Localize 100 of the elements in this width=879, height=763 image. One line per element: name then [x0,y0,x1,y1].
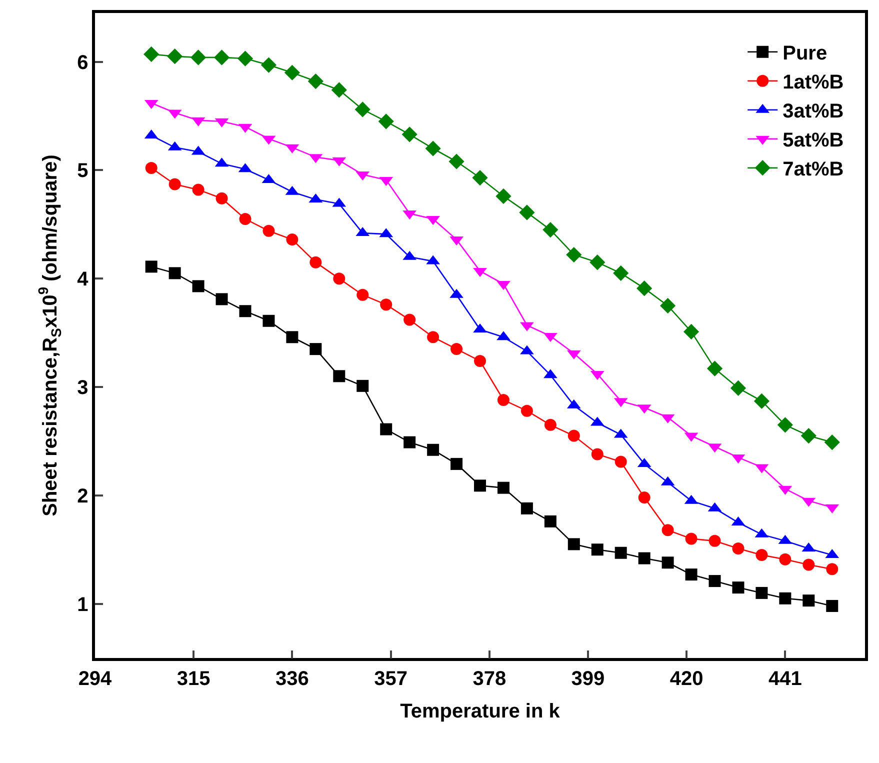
point [425,140,441,156]
point [826,600,838,612]
x-tick-label: 315 [176,668,210,690]
point [520,502,533,514]
x-tick-label: 294 [78,668,113,690]
point [660,298,676,314]
point [404,314,416,326]
point [474,480,486,492]
x-axis-title: Temperature in k [400,700,561,722]
point [732,542,744,555]
point [308,73,324,90]
x-tick-label: 378 [472,668,506,690]
x-tick-label: 357 [374,668,408,690]
legend-label: 7at%B [782,158,844,181]
y-tick-label: 4 [77,268,90,291]
legend-label: 1at%B [782,72,844,94]
y-tick-label: 3 [77,376,88,399]
point [497,482,510,494]
point [496,188,512,204]
point [497,394,510,406]
point [566,246,582,263]
point [777,417,793,433]
point [826,563,838,576]
point [310,256,322,268]
point [237,50,254,66]
y-tick-label: 5 [77,160,88,182]
point [356,288,369,301]
point [310,343,322,356]
point [568,430,580,442]
point [568,538,580,550]
point [216,293,228,306]
point [519,204,535,220]
point [614,456,627,468]
point [239,212,252,225]
point [448,154,464,170]
point [168,267,181,280]
point [800,428,816,444]
legend-label: 5at%B [782,130,844,152]
point [779,592,792,604]
point [613,265,629,281]
point [286,331,298,344]
point [638,492,650,504]
point [145,162,158,174]
point [591,448,604,460]
point [378,114,394,130]
point [474,354,486,367]
point [216,192,228,204]
point [284,64,300,80]
legend-label: Pure [782,42,828,65]
point [614,546,627,559]
point [167,48,183,64]
point [685,568,698,581]
point [262,314,275,327]
point [192,280,204,292]
point [333,370,346,382]
point [145,260,158,273]
point [380,298,392,311]
point [638,552,650,564]
point [662,524,674,536]
point [239,305,252,318]
point [542,222,558,238]
x-tick-label: 399 [571,668,605,690]
y-tick-label: 1 [77,594,88,616]
point [333,272,346,285]
point [544,515,556,528]
point [708,575,721,588]
point [192,184,204,196]
point [708,534,721,547]
point [472,170,488,186]
point [685,532,698,545]
y-tick-label: 2 [77,485,88,508]
point [802,594,815,607]
point [450,343,463,356]
point [636,280,652,296]
point [356,380,369,392]
point [262,224,275,237]
point [756,549,768,562]
point [590,254,606,270]
y-tick-label: 6 [77,52,88,74]
point [683,324,700,340]
legend-label: 3at%B [782,100,844,123]
point [380,423,392,436]
point [427,331,440,344]
point [190,50,206,66]
point [214,50,230,66]
point [144,46,160,62]
point [450,458,463,470]
x-tick-label: 420 [670,668,704,690]
x-tick-label: 336 [276,668,309,690]
point [802,558,815,571]
point [754,393,770,409]
point [824,434,840,450]
point [168,178,181,190]
point [591,544,604,556]
point [706,360,723,376]
point [756,586,768,599]
point [331,82,347,98]
point [779,553,792,566]
point [662,556,674,569]
point [354,102,370,118]
